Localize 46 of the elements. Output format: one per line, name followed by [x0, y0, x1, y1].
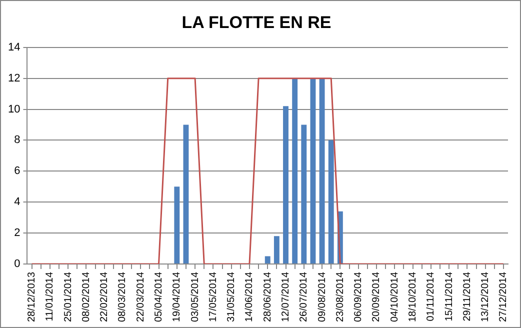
bar: [319, 78, 325, 264]
y-tick-label: 6: [14, 165, 20, 178]
bar: [274, 236, 280, 264]
x-tick-label: 28/12/2013: [26, 272, 38, 322]
y-tick-label: 0: [14, 258, 20, 270]
x-tick-label: 12/07/2014: [280, 272, 292, 322]
bar: [174, 186, 180, 264]
x-tick-label: 17/05/2014: [208, 272, 219, 322]
x-tick-label: 13/12/2014: [480, 272, 492, 322]
bar: [183, 124, 189, 264]
x-tick-label: 11/01/2014: [44, 272, 56, 322]
x-tick-label: 04/10/2014: [389, 272, 400, 322]
x-tick-label: 14/06/2014: [244, 272, 256, 322]
y-tick-label: 14: [8, 41, 20, 54]
x-tick-label: 23/08/2014: [334, 272, 346, 322]
x-tick-label: 06/09/2014: [353, 272, 364, 322]
x-tick-label: 22/02/2014: [99, 272, 110, 322]
y-tick-label: 10: [8, 103, 20, 116]
x-tick-label: 29/11/2014: [462, 272, 473, 322]
x-tick-label: 18/10/2014: [408, 272, 419, 322]
x-tick-label: 08/02/2014: [80, 272, 92, 322]
x-tick-label: 09/08/2014: [316, 272, 328, 322]
chart-title: LA FLOTTE EN RE: [182, 12, 332, 32]
bar: [328, 140, 334, 264]
x-tick-label: 28/06/2014: [262, 272, 274, 322]
x-tick-label: 22/03/2014: [135, 272, 146, 322]
bar: [292, 78, 298, 264]
x-tick-label: 03/05/2014: [190, 272, 201, 322]
x-tick-label: 08/03/2014: [117, 272, 128, 322]
x-tick-label: 19/04/2014: [172, 272, 183, 322]
x-tick-label: 01/11/2014: [426, 272, 437, 322]
bar: [310, 78, 316, 264]
y-tick-label: 4: [14, 196, 20, 208]
x-tick-label: 26/07/2014: [298, 272, 310, 322]
bar: [283, 106, 288, 264]
bar: [301, 124, 307, 264]
y-tick-label: 12: [8, 72, 20, 84]
y-tick-label: 8: [14, 134, 20, 146]
y-tick-label: 2: [14, 227, 20, 240]
x-tick-label: 20/09/2014: [371, 272, 382, 322]
x-tick-label: 27/12/2014: [498, 272, 510, 322]
bar: [264, 256, 270, 264]
x-tick-label: 15/11/2014: [444, 272, 455, 322]
x-tick-label: 25/01/2014: [62, 272, 74, 322]
x-tick-label: 05/04/2014: [154, 272, 165, 322]
x-tick-label: 31/05/2014: [226, 272, 238, 322]
